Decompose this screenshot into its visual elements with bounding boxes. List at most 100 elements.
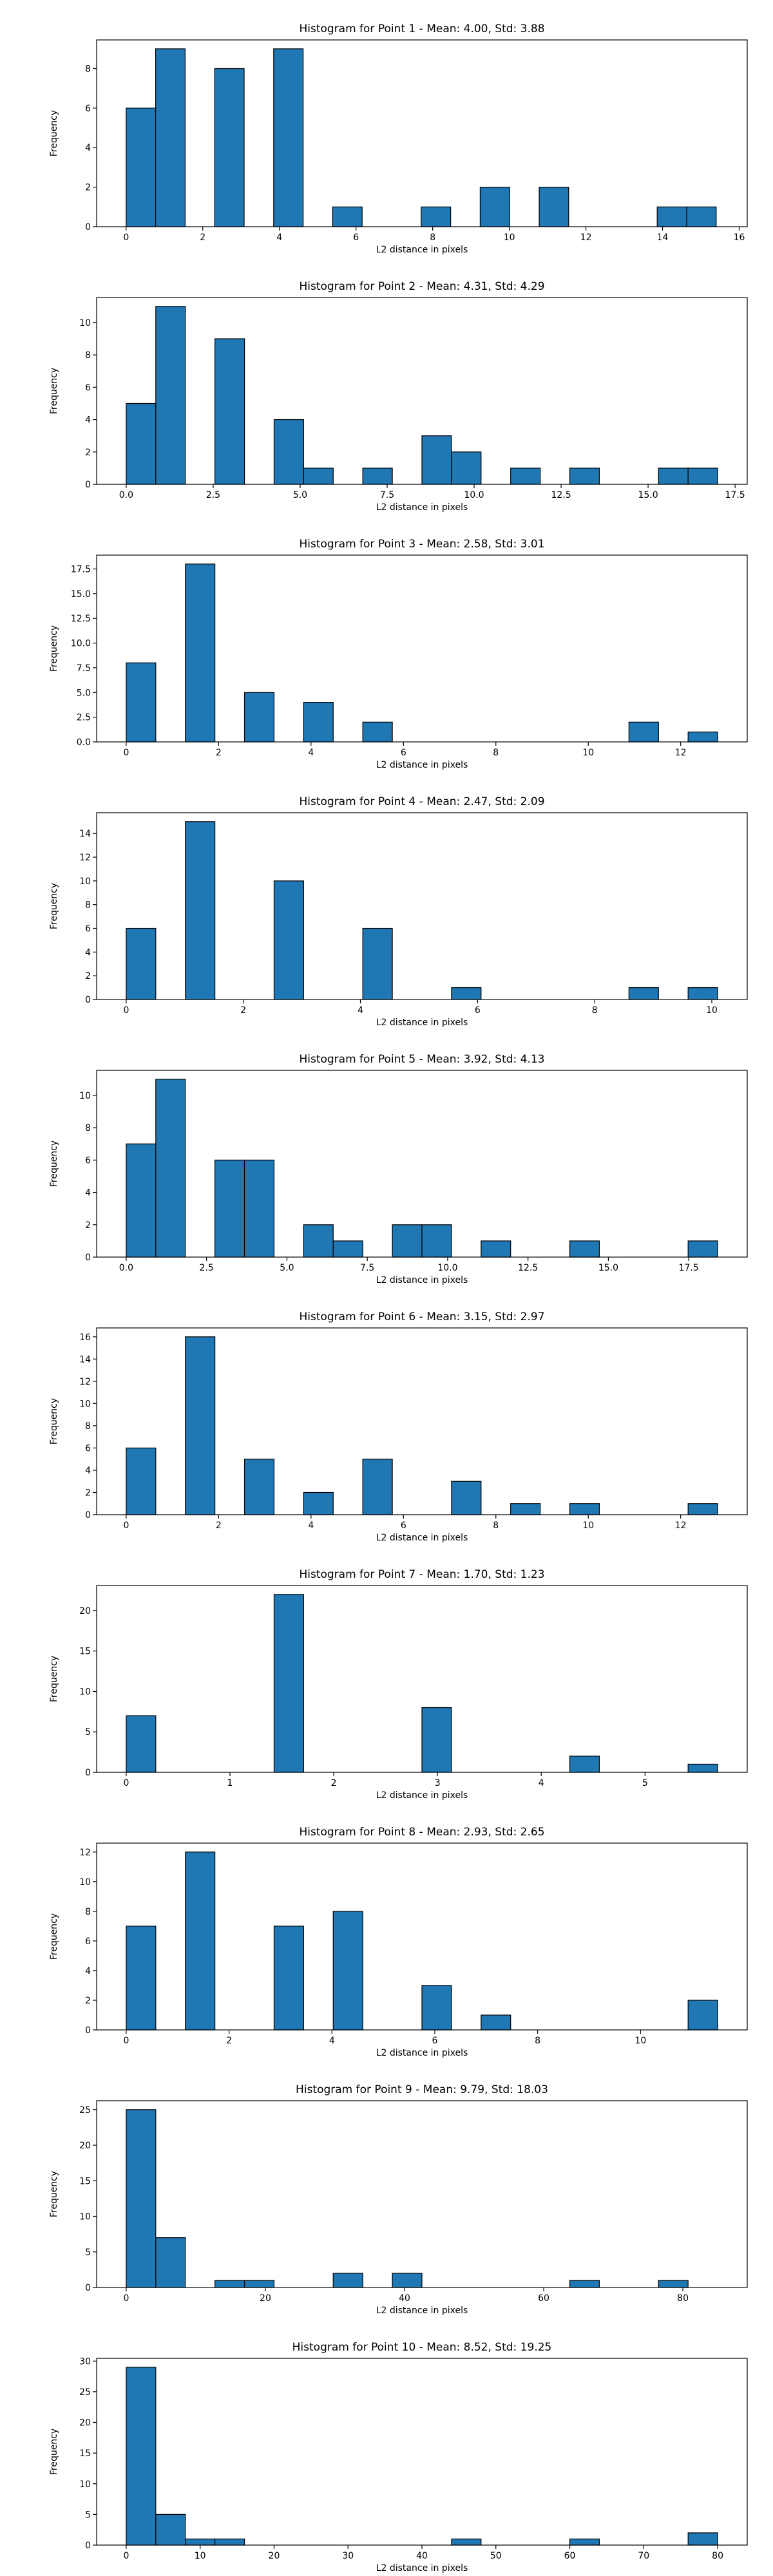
histogram-bar [451,451,482,485]
histogram-bar [362,721,393,743]
axes-frame [96,554,748,743]
x-tick-label: 2 [216,748,222,758]
y-tick-label: 10 [79,1687,91,1697]
histogram-bar [155,48,186,227]
histogram-bar [510,1503,541,1515]
x-tick-label: 80 [712,2551,723,2561]
histogram-bar [243,692,275,743]
x-axis-label: L2 distance in pixels [376,760,468,770]
x-tick-label: 10 [706,1005,718,1016]
histogram-bar [273,1926,304,2031]
y-tick-label: 8 [85,350,91,361]
y-tick-label: 6 [85,383,91,393]
x-tick-label: 20 [269,2551,280,2561]
y-tick-label: 20 [79,2141,91,2151]
histogram-bar [185,1852,216,2031]
histogram-panel-5: Histogram for Point 5 - Mean: 3.92, Std:… [0,1030,773,1285]
histogram-bar [215,1159,245,1258]
x-tick-label: 12 [580,232,592,243]
x-tick-label: 60 [564,2551,576,2561]
histogram-bar [421,1224,452,1258]
x-tick-label: 4 [308,748,314,758]
y-axis-label: Frequency [49,1398,59,1444]
y-tick-label: 2 [85,971,91,981]
x-tick-label: 2 [200,232,205,243]
x-tick-label: 4 [539,1778,544,1788]
y-tick-label: 6 [85,104,91,114]
histogram-panel-2: Histogram for Point 2 - Mean: 4.31, Std:… [0,258,773,513]
y-tick-label: 0 [85,2283,91,2293]
y-tick-label: 4 [85,1188,91,1198]
histogram-svg: Histogram for Point 3 - Mean: 2.58, Std:… [49,538,748,770]
histogram-bar [243,2280,275,2288]
y-axis-label: Frequency [49,368,59,414]
histogram-bar [155,2237,186,2288]
x-tick-label: 50 [490,2551,502,2561]
x-tick-label: 40 [416,2551,428,2561]
y-tick-label: 5.0 [77,688,91,698]
y-tick-label: 16 [79,1332,91,1343]
histogram-bar [658,2280,689,2288]
y-tick-label: 10 [79,2479,91,2490]
histogram-bar [392,1224,423,1258]
x-tick-label: 17.5 [725,490,745,500]
histogram-svg: Histogram for Point 8 - Mean: 2.93, Std:… [49,1826,748,2058]
y-tick-label: 2 [85,448,91,458]
x-tick-label: 12 [675,748,687,758]
y-tick-label: 15 [79,2448,91,2459]
y-axis-label: Frequency [49,625,59,672]
x-tick-label: 4 [329,2036,335,2046]
x-tick-label: 2 [226,2036,232,2046]
y-tick-label: 8 [85,900,91,911]
y-tick-label: 4 [85,947,91,958]
x-tick-label: 0 [123,2036,129,2046]
histogram-bar [362,927,393,1000]
y-tick-label: 20 [79,1606,91,1616]
x-tick-label: 7.5 [380,490,394,500]
y-tick-label: 4 [85,143,91,153]
chart-title: Histogram for Point 3 - Mean: 2.58, Std:… [299,538,544,551]
histogram-bar [243,1459,275,1515]
histogram-panel-6: Histogram for Point 6 - Mean: 3.15, Std:… [0,1288,773,1543]
histogram-bar [273,1594,304,1773]
x-tick-label: 10 [582,748,594,758]
x-tick-label: 0 [123,232,129,243]
chart-title: Histogram for Point 4 - Mean: 2.47, Std:… [299,795,544,808]
histogram-bar [126,2367,157,2546]
histogram-bar [569,1503,600,1515]
histogram-bar [510,468,541,485]
histogram-bar [126,927,157,1000]
histogram-bar [303,468,334,485]
histogram-svg: Histogram for Point 5 - Mean: 3.92, Std:… [49,1053,748,1285]
x-tick-label: 70 [638,2551,649,2561]
axes-frame [96,1585,748,1773]
y-axis-label: Frequency [49,1141,59,1187]
x-tick-label: 1 [227,1778,233,1788]
y-axis-label: Frequency [49,2429,59,2475]
y-tick-label: 14 [79,829,91,839]
x-tick-label: 7.5 [360,1263,374,1273]
histogram-bar [421,206,452,227]
chart-title: Histogram for Point 7 - Mean: 1.70, Std:… [299,1568,544,1581]
histogram-panel-9: Histogram for Point 9 - Mean: 9.79, Std:… [0,2061,773,2316]
histogram-panel-1: Histogram for Point 1 - Mean: 4.00, Std:… [0,0,773,255]
histogram-panel-8: Histogram for Point 8 - Mean: 2.93, Std:… [0,1803,773,2058]
x-tick-label: 4 [358,1005,363,1016]
x-tick-label: 0 [123,1520,129,1531]
x-axis-label: L2 distance in pixels [376,1790,468,1801]
y-tick-label: 0 [85,1510,91,1520]
histogram-bar [243,1159,275,1258]
histogram-svg: Histogram for Point 10 - Mean: 8.52, Std… [49,2341,748,2573]
x-tick-label: 6 [432,2036,437,2046]
x-tick-label: 4 [276,232,282,243]
y-tick-label: 0 [85,2541,91,2551]
histogram-bar [451,987,482,1000]
x-tick-label: 8 [493,1520,499,1531]
x-axis-label: L2 distance in pixels [376,245,468,255]
y-tick-label: 10 [79,2212,91,2222]
axes-frame [96,39,748,227]
y-tick-label: 20 [79,2418,91,2429]
histogram-bar [126,108,157,227]
x-tick-label: 5.0 [280,1263,294,1273]
histogram-bar [362,468,393,485]
